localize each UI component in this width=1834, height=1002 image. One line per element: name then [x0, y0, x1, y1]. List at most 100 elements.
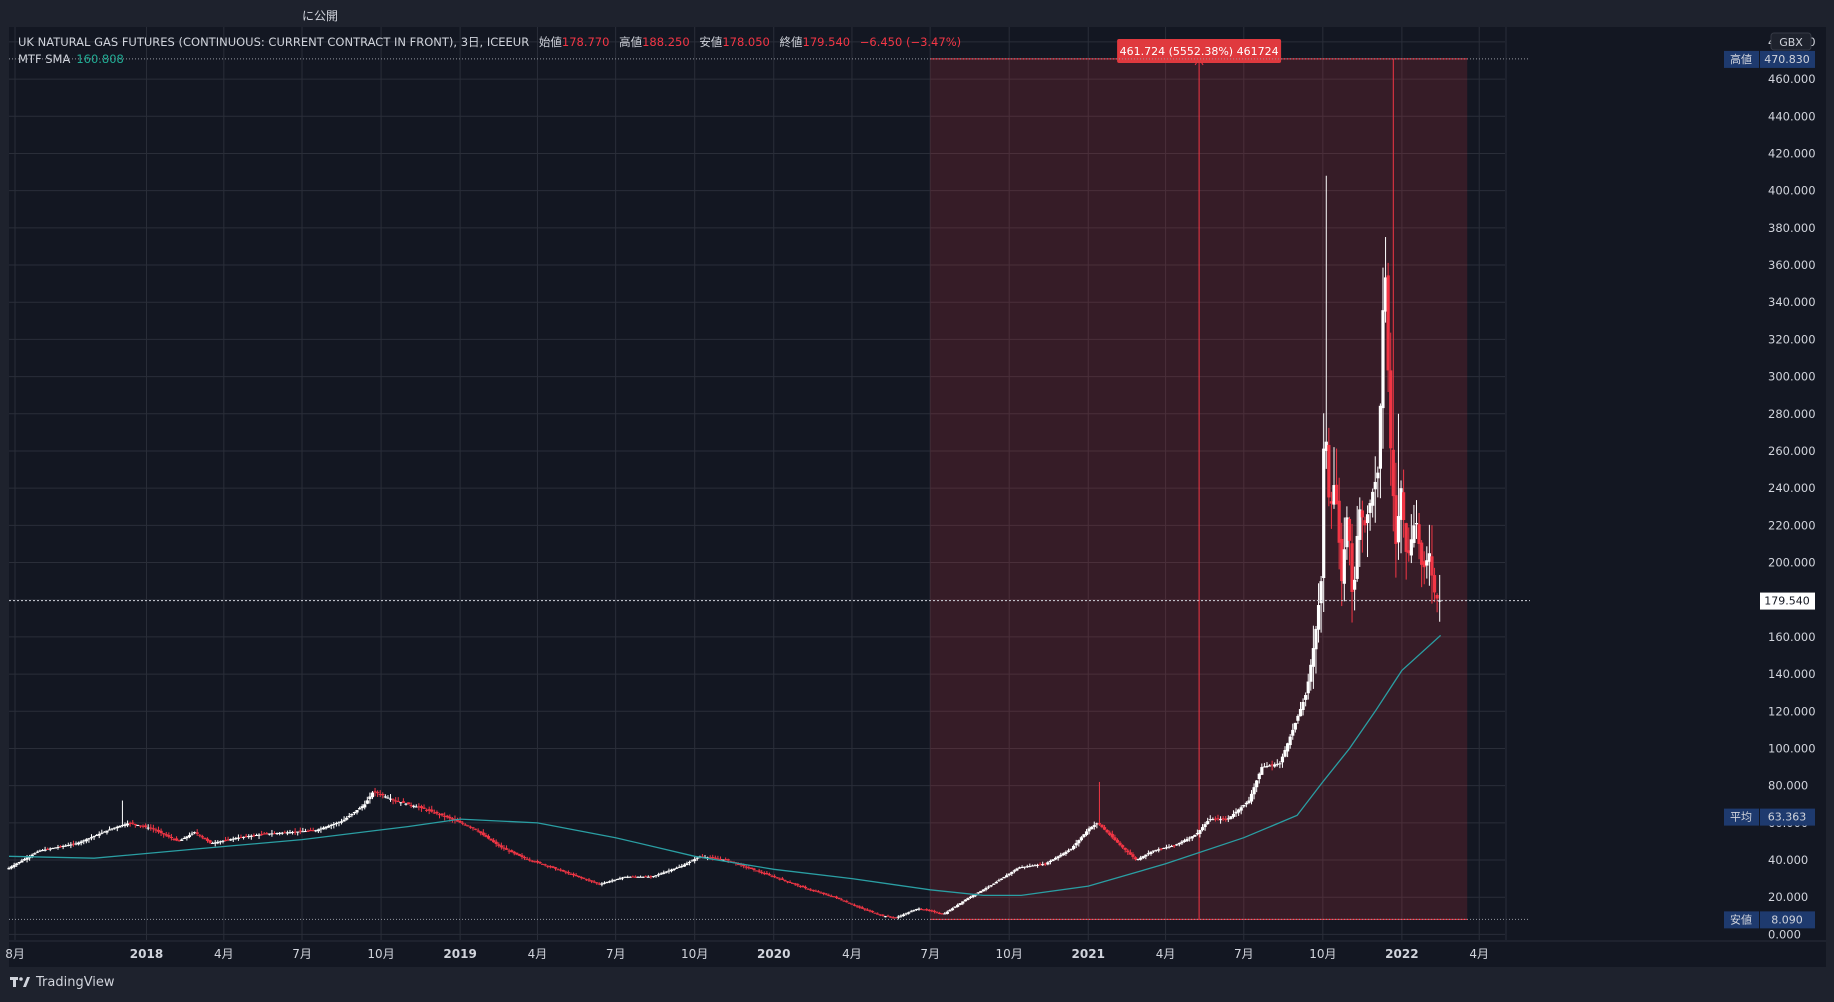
candle-body	[636, 876, 640, 878]
indicator-name[interactable]: MTF SMA	[18, 52, 71, 66]
candle-body	[87, 838, 91, 840]
candle-body	[1182, 840, 1187, 842]
candle-body	[419, 806, 424, 808]
candle-body	[1226, 818, 1230, 820]
candle-body	[891, 917, 895, 919]
candle-body	[288, 832, 292, 834]
candle-body	[440, 813, 444, 816]
candle-body	[303, 831, 308, 833]
candle-body	[592, 881, 596, 883]
candle-body	[816, 891, 821, 893]
candle-body	[82, 840, 86, 842]
candle-body	[1077, 840, 1081, 844]
candle-body	[809, 889, 813, 891]
candle-body	[154, 829, 158, 831]
candle-body	[334, 823, 338, 825]
candle-body	[912, 910, 916, 912]
candle-body	[329, 824, 333, 826]
candles	[7, 58, 1442, 920]
tradingview-logo-icon	[10, 976, 30, 987]
candle-body	[40, 850, 45, 852]
chart-frame[interactable]	[9, 27, 1826, 967]
candle-body	[1342, 549, 1346, 584]
low-value: 178.050	[722, 35, 770, 49]
candle-body	[1005, 875, 1009, 878]
candle-body	[1100, 824, 1104, 828]
candle-body	[925, 909, 929, 911]
candle-body	[626, 876, 630, 878]
candle-body	[200, 836, 204, 838]
candle-body	[561, 870, 565, 872]
candle-body	[876, 913, 880, 915]
candle-body	[1427, 553, 1431, 562]
tradingview-logo[interactable]: TradingView	[10, 975, 115, 990]
candle-body	[218, 841, 222, 843]
candle-body	[391, 799, 395, 801]
candle-body	[430, 809, 434, 812]
candle-body	[151, 828, 155, 830]
candle-body	[855, 905, 859, 907]
candle-body	[1283, 749, 1287, 757]
candle-body	[845, 901, 849, 903]
candle-body	[873, 912, 877, 914]
candle-body	[566, 872, 570, 874]
candle-body	[100, 832, 104, 834]
candle-body	[1345, 517, 1349, 548]
close-value: 179.540	[802, 35, 851, 49]
candle-body	[553, 867, 558, 869]
candle-body	[1314, 628, 1318, 650]
candle-body	[293, 831, 297, 833]
y-axis[interactable]: 0.00020.00040.00060.00080.000100.000120.…	[1505, 27, 1816, 941]
published-label: に公開	[302, 9, 339, 23]
candle-body	[239, 837, 243, 839]
candle-body	[1110, 833, 1114, 838]
avg-value-bg	[1760, 808, 1815, 826]
candle-body	[1208, 819, 1212, 821]
candle-body	[708, 857, 712, 859]
x-tick-label: 10月	[681, 947, 708, 961]
candle-body	[1115, 839, 1120, 843]
candle-body	[1030, 865, 1034, 867]
candle-body	[1118, 842, 1122, 846]
candle-body	[260, 834, 264, 836]
candle-body	[110, 828, 114, 830]
candle-body	[904, 913, 908, 915]
candle-body	[1329, 501, 1334, 504]
candle-body	[1015, 868, 1019, 871]
candle-body	[368, 796, 372, 800]
x-axis[interactable]: 8月 2018 4月 7月 10月 2019 4月 7月 10月 2020 4月 7月 10月 2021 4…	[5, 940, 1826, 961]
candle-body	[657, 874, 661, 876]
symbol-title[interactable]: UK NATURAL GAS FUTURES (CONTINUOUS: CURR…	[18, 35, 530, 49]
candle-body	[187, 835, 192, 838]
candle-body	[1293, 722, 1297, 730]
y-tick-label: 120.000	[1768, 704, 1816, 718]
candle-body	[1190, 836, 1194, 839]
candle-body	[1319, 581, 1323, 604]
candle-body	[1304, 695, 1308, 700]
candle-body	[564, 871, 568, 873]
candle-body	[458, 820, 462, 823]
candle-body	[1059, 854, 1063, 857]
candle-body	[986, 886, 991, 888]
candle-body	[1162, 847, 1166, 849]
candle-body	[932, 910, 937, 912]
candle-body	[1028, 865, 1032, 867]
candle-body	[48, 848, 52, 850]
candle-body	[1347, 518, 1352, 541]
candle-body	[638, 876, 643, 878]
candle-body	[1353, 579, 1357, 590]
y-tick-label: 440.000	[1768, 109, 1816, 123]
x-tick-label: 2019	[443, 947, 476, 961]
candle-body	[541, 863, 545, 865]
candle-body	[1224, 819, 1228, 821]
candle-body	[958, 903, 962, 905]
candle-body	[1239, 807, 1243, 811]
candle-body	[760, 871, 764, 873]
candle-body	[646, 876, 650, 878]
date-range-measure[interactable]: 461.724 (5552.38%) 461724	[930, 39, 1468, 920]
candle-body	[1072, 845, 1076, 849]
candle-body	[721, 859, 725, 861]
candle-body	[499, 845, 503, 848]
x-tick-label: 7月	[606, 947, 626, 961]
